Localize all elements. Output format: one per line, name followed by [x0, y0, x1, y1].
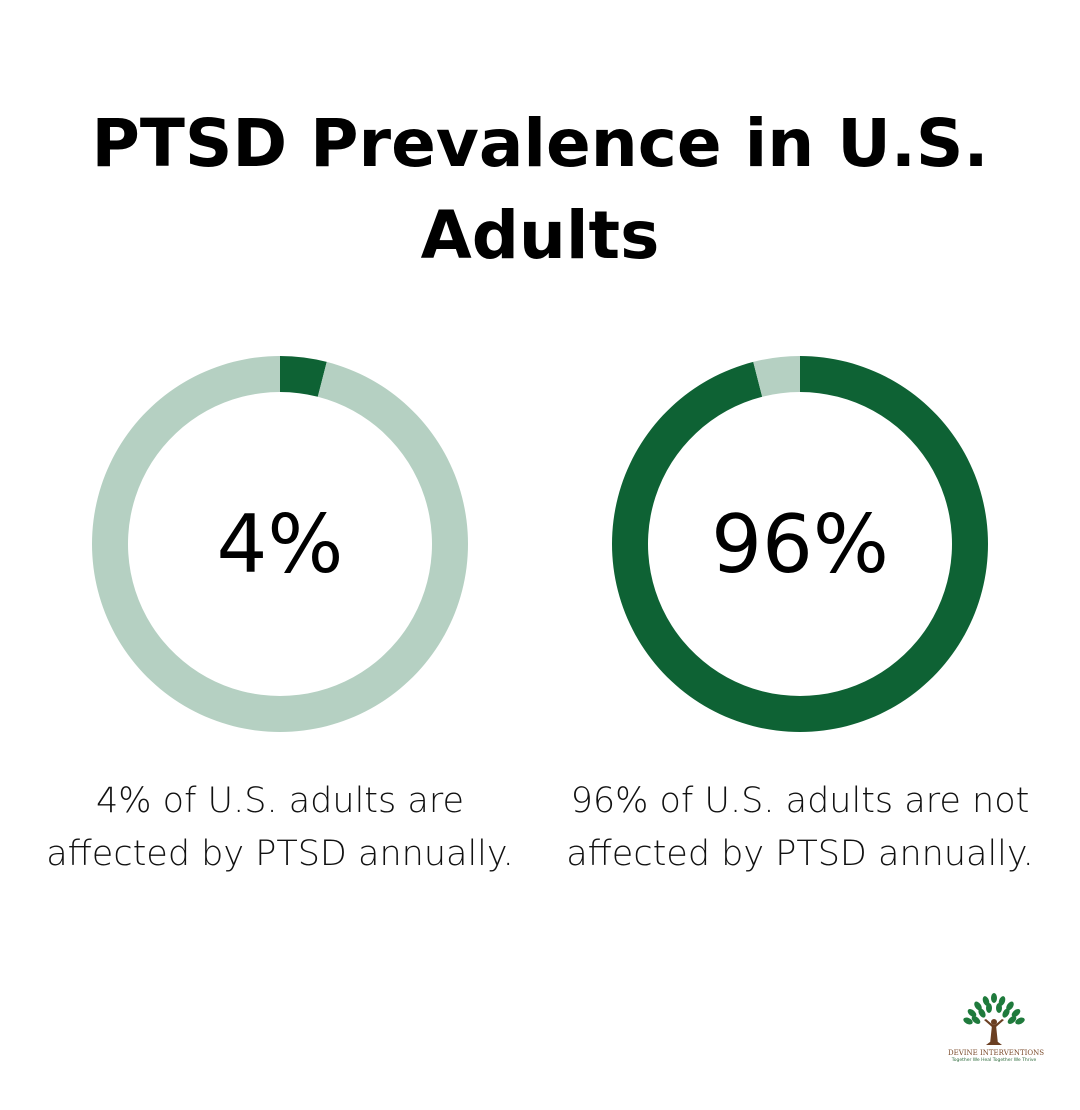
caption-right-line1: 96% of U.S. adults are not [570, 781, 1030, 821]
caption-left-line1: 4% of U.S. adults are [96, 781, 464, 821]
caption-right-line2: affected by PTSD annually. [566, 834, 1034, 874]
chart-title: PTSD Prevalence in U.S. Adults [0, 98, 1080, 282]
chart-title-text: PTSD Prevalence in U.S. Adults [91, 105, 989, 274]
donut-left-center-label: 4% [216, 497, 344, 591]
caption-left: 4% of U.S. adults are affected by PTSD a… [20, 775, 540, 881]
caption-right: 96% of U.S. adults are not affected by P… [540, 775, 1060, 881]
donut-left-slice-0 [280, 356, 327, 397]
logo: DEVINE INTERVENTIONS Together We Heal To… [948, 992, 1045, 1068]
donut-right-slice-1 [753, 356, 800, 397]
tree-logo-icon [963, 993, 1025, 1045]
donut-left-svg [92, 356, 468, 732]
caption-left-line2: affected by PTSD annually. [46, 834, 514, 874]
donut-right-svg [612, 356, 988, 732]
donut-right-center-label: 96% [711, 497, 889, 591]
donut-chart-left: 4% [91, 355, 469, 733]
donut-chart-right: 96% [611, 355, 989, 733]
logo-tagline: Together We Heal Together We Thrive [951, 1058, 1037, 1063]
logo-brand-text: DEVINE INTERVENTIONS [948, 1049, 1045, 1057]
